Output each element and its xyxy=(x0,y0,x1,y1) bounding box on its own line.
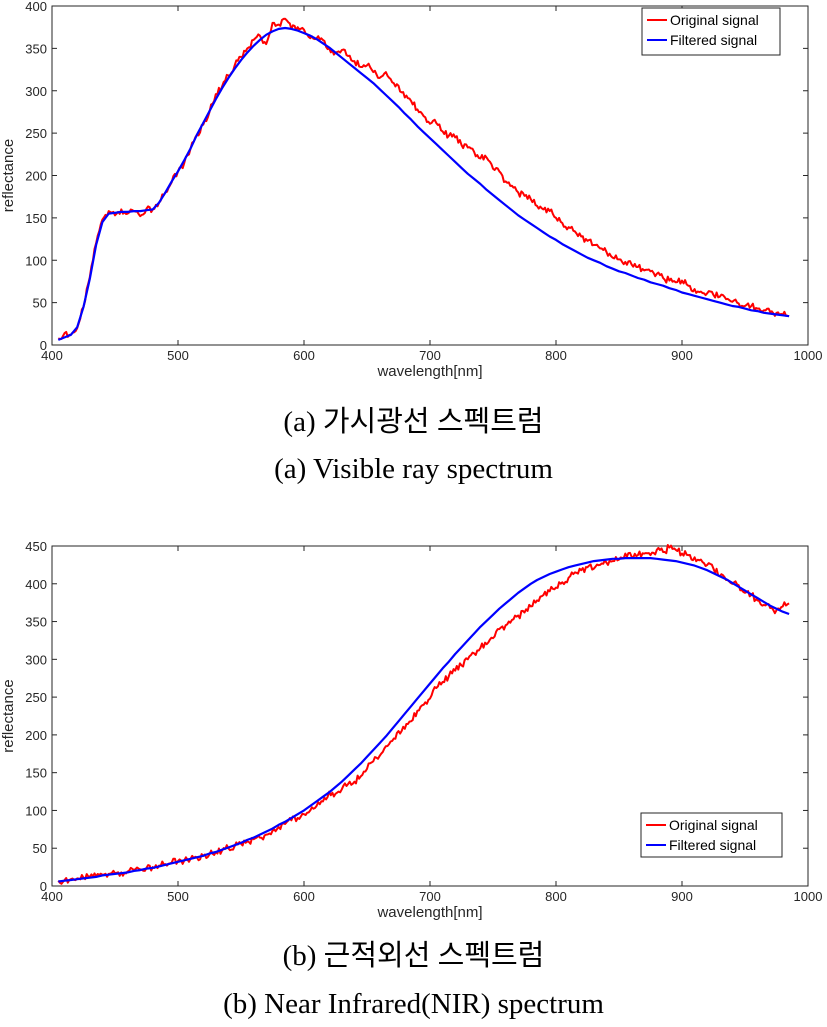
y-tick-label: 150 xyxy=(25,766,47,781)
series-line-filtered xyxy=(58,557,790,883)
y-tick-label: 400 xyxy=(25,577,47,592)
chart-nir-spectrum: 400 500 600 700 800 900 1000 0 50 100 150 200 250 300… xyxy=(0,532,827,930)
x-tick-label: 900 xyxy=(671,889,693,904)
y-axis-title: reflectance xyxy=(0,139,17,212)
series-line-filtered xyxy=(57,26,790,341)
y-tick-label: 400 xyxy=(25,0,47,14)
plot-frame xyxy=(51,5,809,346)
caption-b-korean: (b) 근적외선 스펙트럼 xyxy=(282,940,545,972)
y-tick-label: 100 xyxy=(25,253,47,268)
series-line-original xyxy=(57,544,790,885)
x-tick-label: 800 xyxy=(545,348,567,363)
x-tick-label: 1000 xyxy=(794,348,823,363)
caption-a-english: (a) Visible ray spectrum xyxy=(274,453,553,485)
x-tick-label: 400 xyxy=(41,348,63,363)
caption-b-english: (b) Near Infrared(NIR) spectrum xyxy=(223,988,604,1020)
legend-label: Filtered signal xyxy=(669,837,756,853)
chart-visible-spectrum: 400 500 600 700 800 900 1000 0 50 100 150 200 250 300… xyxy=(0,0,827,395)
x-tick-label: 600 xyxy=(293,889,315,904)
x-tick-label: 800 xyxy=(545,889,567,904)
legend-label: Original signal xyxy=(670,12,759,28)
legend-label: Filtered signal xyxy=(670,32,757,48)
y-tick-label: 200 xyxy=(25,728,47,743)
x-tick-label: 500 xyxy=(167,889,189,904)
y-tick-label: 200 xyxy=(25,169,47,184)
y-tick-label: 300 xyxy=(25,84,47,99)
y-tick-label: 0 xyxy=(40,879,47,894)
legend: Original signal Filtered signal xyxy=(641,7,781,56)
x-tick-label: 700 xyxy=(419,348,441,363)
y-tick-label: 250 xyxy=(25,126,47,141)
x-axis-title: wavelength[nm] xyxy=(376,904,482,921)
y-tick-label: 450 xyxy=(25,539,47,554)
x-tick-label: 400 xyxy=(41,889,63,904)
x-tick-label: 600 xyxy=(293,348,315,363)
y-tick-label: 300 xyxy=(25,652,47,667)
y-tick-label: 50 xyxy=(33,296,47,311)
y-tick-label: 150 xyxy=(25,211,47,226)
y-tick-label: 0 xyxy=(40,338,47,353)
y-tick-label: 50 xyxy=(33,841,47,856)
legend-box xyxy=(640,812,783,858)
y-tick-label: 250 xyxy=(25,690,47,705)
chart-nir-spectrum-svg: 400 500 600 700 800 900 1000 0 50 100 150 200 250 300… xyxy=(0,539,823,921)
caption-a-korean: (a) 가시광선 스펙트럼 xyxy=(283,406,544,438)
x-tick-label: 500 xyxy=(167,348,189,363)
y-axis-title: reflectance xyxy=(0,679,17,752)
x-tick-label: 900 xyxy=(671,348,693,363)
y-tick-label: 100 xyxy=(25,803,47,818)
x-tick-label: 1000 xyxy=(794,889,823,904)
legend-box xyxy=(641,7,781,56)
x-tick-label: 700 xyxy=(419,889,441,904)
legend: Original signal Filtered signal xyxy=(640,812,783,858)
legend-label: Original signal xyxy=(669,817,758,833)
y-tick-label: 350 xyxy=(25,41,47,56)
chart-visible-spectrum-svg: 400 500 600 700 800 900 1000 0 50 100 150 200 250 300… xyxy=(0,0,823,380)
y-tick-label: 350 xyxy=(25,615,47,630)
x-axis-title: wavelength[nm] xyxy=(376,363,482,380)
